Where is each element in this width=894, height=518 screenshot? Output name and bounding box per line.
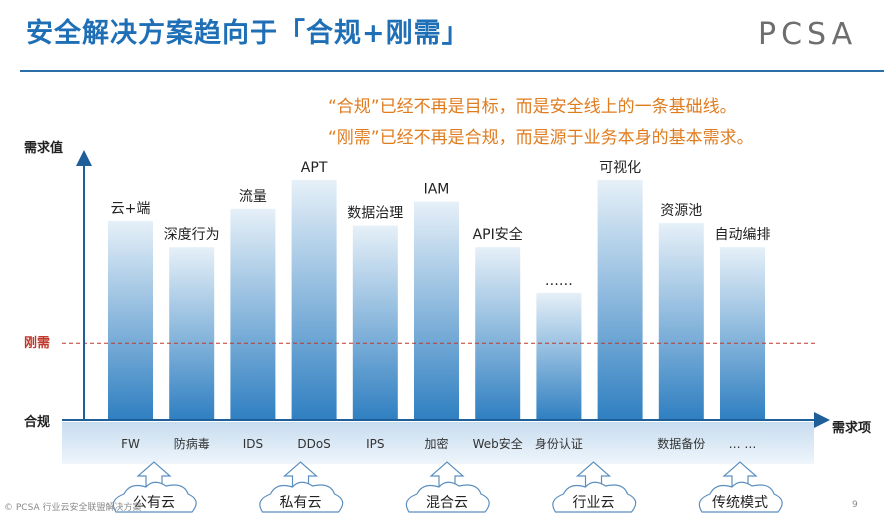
bar-top-label-6: API安全 [473, 226, 523, 243]
compliance-level-label: 合规 [24, 414, 50, 430]
bar-bottom-label-5: 加密 [424, 436, 448, 451]
group-cloud-2 [405, 481, 490, 513]
bar-10 [720, 247, 765, 420]
bar-top-label-2: 流量 [239, 189, 267, 205]
bar-4 [352, 225, 398, 420]
bar-bottom-label-1: 防病毒 [174, 436, 210, 451]
bar-top-label-9: 资源池 [660, 203, 702, 219]
bar-6 [475, 247, 521, 420]
bar-top-label-0: 云+端 [111, 201, 151, 217]
bar-bottom-label-3: DDoS [297, 437, 330, 451]
bar-2 [230, 208, 276, 420]
bar-8 [597, 180, 643, 420]
bar-top-label-10: 自动编排 [715, 227, 771, 243]
bar-0 [108, 220, 153, 420]
quote-compliance: “合规”已经不再是目标，而是安全线上的一条基础线。 [328, 97, 737, 117]
group-cloud-1 [259, 481, 344, 513]
page-title: 安全解决方案趋向于「合规+刚需」 [26, 18, 470, 49]
bar-top-label-4: 数据治理 [347, 206, 403, 222]
footer-text: © PCSA 行业云安全联盟解决方案 [4, 503, 142, 513]
necessity-level-label: 刚需 [24, 336, 50, 351]
quote-necessity: “刚需”已经不再是合规，而是源于业务本身的基本需求。 [328, 128, 754, 148]
group-cloud-3 [552, 481, 637, 513]
page-number: 9 [852, 500, 858, 510]
bar-top-label-8: 可视化 [599, 160, 641, 176]
bar-7 [536, 292, 582, 420]
bar-bottom-label-2: IDS [243, 437, 263, 451]
bar-5 [414, 201, 459, 420]
group-label-3: 行业云 [573, 495, 615, 511]
group-label-1: 私有云 [280, 495, 322, 511]
group-label-0: 公有云 [133, 495, 175, 511]
group-label-4: 传统模式 [712, 495, 768, 511]
x-axis-label: 需求项 [832, 420, 871, 436]
bar-9 [658, 223, 704, 420]
group-cloud-0 [112, 481, 197, 513]
chart-base-band [62, 422, 814, 464]
bar-bottom-label-7: 身份认证 [535, 436, 583, 451]
y-axis-label: 需求值 [24, 140, 63, 156]
group-cloud-4 [698, 481, 783, 513]
bar-top-label-1: 深度行为 [164, 227, 220, 243]
bar-top-label-3: APT [301, 160, 328, 176]
title-divider [20, 70, 884, 72]
bar-top-label-7: …… [545, 273, 573, 289]
group-label-2: 混合云 [426, 495, 468, 511]
bar-3 [291, 180, 337, 420]
pcsa-logo: PCSA [758, 17, 858, 52]
bar-1 [169, 247, 215, 420]
bar-top-label-5: IAM [424, 182, 450, 198]
bar-bottom-label-0: FW [121, 437, 140, 451]
bar-bottom-label-9: 数据备份 [657, 436, 705, 451]
bar-bottom-label-6: Web安全 [473, 436, 523, 451]
bar-bottom-label-10: … … [729, 437, 757, 451]
bar-bottom-label-4: IPS [366, 437, 384, 451]
